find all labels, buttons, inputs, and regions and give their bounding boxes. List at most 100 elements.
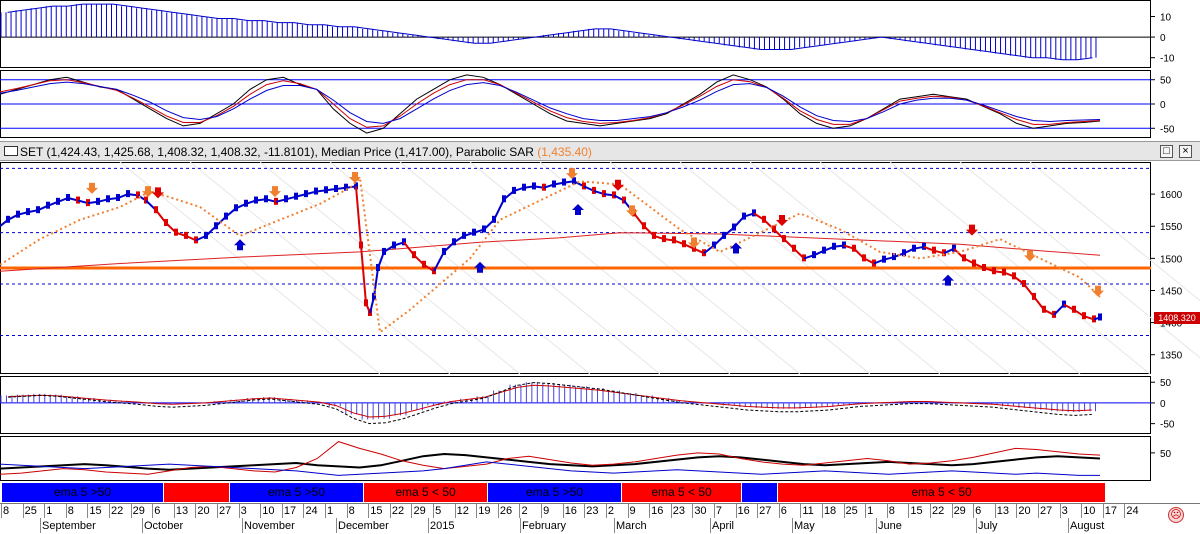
date-day-label: 2 <box>521 505 528 517</box>
month-separator <box>520 518 521 533</box>
series-line-signal <box>0 81 1101 124</box>
date-day-label: 16 <box>564 505 577 517</box>
month-separator <box>792 518 793 533</box>
month-separator <box>876 518 877 533</box>
buy-arrow-icon <box>234 239 246 251</box>
price-candle <box>842 241 846 249</box>
date-month-label: October <box>144 520 184 532</box>
price-candle <box>144 196 148 204</box>
price-candle <box>412 251 416 259</box>
date-day-label: 6 <box>780 505 787 517</box>
date-tick-mark <box>389 504 391 518</box>
price-candle <box>402 238 406 246</box>
date-tick-mark <box>65 504 67 518</box>
price-candle <box>962 254 966 262</box>
date-tick-mark <box>778 504 780 518</box>
price-pane-title: SET (1,424.43, 1,425.68, 1,408.32, 1,408… <box>20 145 592 159</box>
date-tick-mark <box>843 504 845 518</box>
price-candle <box>772 225 776 233</box>
p3-tick-label: 1400 <box>1160 319 1183 330</box>
buy-arrow-icon <box>730 242 742 254</box>
price-candle <box>1082 312 1086 320</box>
price-candle <box>359 241 363 249</box>
date-day-label: 8 <box>3 505 10 517</box>
price-candle <box>174 228 178 236</box>
date-tick-mark <box>1059 504 1061 518</box>
date-day-label: 29 <box>413 505 426 517</box>
date-tick-mark <box>303 504 305 518</box>
month-separator <box>40 518 41 533</box>
ema-band-segment: ema 5 >50 <box>2 483 164 502</box>
sell-arrow-icon <box>626 205 638 217</box>
series-line-red <box>0 441 1101 475</box>
date-day-label: 10 <box>262 505 275 517</box>
ema-band-segment <box>164 483 230 502</box>
date-day-label: 25 <box>845 505 858 517</box>
date-tick-mark <box>260 504 262 518</box>
status-face-icon[interactable]: ☹ <box>1168 507 1184 523</box>
p2-tick-label: 0 <box>1160 100 1166 111</box>
date-day-label: 16 <box>651 505 664 517</box>
date-day-label: 6 <box>975 505 982 517</box>
price-candle <box>992 267 996 275</box>
date-tick-mark <box>411 504 413 518</box>
p4-tick-label: 0 <box>1160 399 1166 410</box>
date-day-label: 13 <box>996 505 1010 517</box>
last-price-tag: 1408.320 <box>1154 312 1200 324</box>
price-candle <box>136 191 140 199</box>
date-tick-mark <box>670 504 672 518</box>
date-day-label: 12 <box>456 505 469 517</box>
month-separator <box>336 518 337 533</box>
p2-tick-label: -50 <box>1160 124 1175 135</box>
sell-arrow-icon <box>86 182 98 194</box>
date-day-label: 11 <box>802 505 814 517</box>
moving-average-line <box>0 232 1101 272</box>
date-tick-mark <box>173 504 175 518</box>
maximize-icon[interactable]: □ <box>1160 145 1173 158</box>
date-tick-mark <box>109 504 111 518</box>
price-segment <box>493 198 505 221</box>
date-day-label: 27 <box>1039 505 1053 517</box>
date-tick-mark <box>1081 504 1083 518</box>
month-separator <box>1068 518 1069 533</box>
price-candle <box>126 190 130 198</box>
price-candle <box>422 260 426 268</box>
p1-tick-label: 0 <box>1160 33 1166 44</box>
price-candle <box>642 222 646 230</box>
month-separator <box>614 518 615 533</box>
price-candle <box>852 244 856 252</box>
price-segment <box>373 267 379 298</box>
date-tick-mark <box>22 504 24 518</box>
date-day-label: 1 <box>46 505 53 517</box>
pane-histogram-top: 10 0 -10 <box>0 0 1200 68</box>
date-tick-mark <box>433 504 435 518</box>
date-tick-mark <box>821 504 823 518</box>
buy-arrow-icon <box>572 203 584 215</box>
price-candle <box>1012 272 1016 280</box>
date-day-label: 29 <box>953 505 966 517</box>
date-tick-mark <box>605 504 607 518</box>
sar-value: (1,435.40) <box>537 145 592 159</box>
date-day-label: 2 <box>607 505 615 517</box>
date-tick-mark <box>627 504 629 518</box>
close-icon[interactable]: × <box>1179 145 1192 158</box>
date-day-label: 23 <box>586 505 599 517</box>
price-candle <box>1098 313 1102 321</box>
date-day-label: 27 <box>219 505 232 517</box>
date-month-label: 2015 <box>430 520 455 532</box>
price-candle <box>922 242 926 250</box>
series-line-dashed <box>8 382 1092 425</box>
price-chart: 1600 1550 1500 1450 1400 1350 <box>0 161 1200 375</box>
date-day-label: 15 <box>910 505 923 517</box>
chart-type-icon[interactable] <box>4 146 18 156</box>
date-day-label: 26 <box>499 505 513 517</box>
p4-tick-label: -50 <box>1160 420 1175 431</box>
date-tick-mark <box>1124 504 1126 518</box>
series-line-blue <box>0 461 1100 476</box>
p3-tick-label: 1550 <box>1160 222 1183 233</box>
price-candle <box>972 259 976 267</box>
date-day-label: 3 <box>1061 505 1068 517</box>
date-tick-mark <box>1016 504 1018 518</box>
date-tick-mark <box>476 504 478 518</box>
date-day-label: 8 <box>888 505 895 517</box>
